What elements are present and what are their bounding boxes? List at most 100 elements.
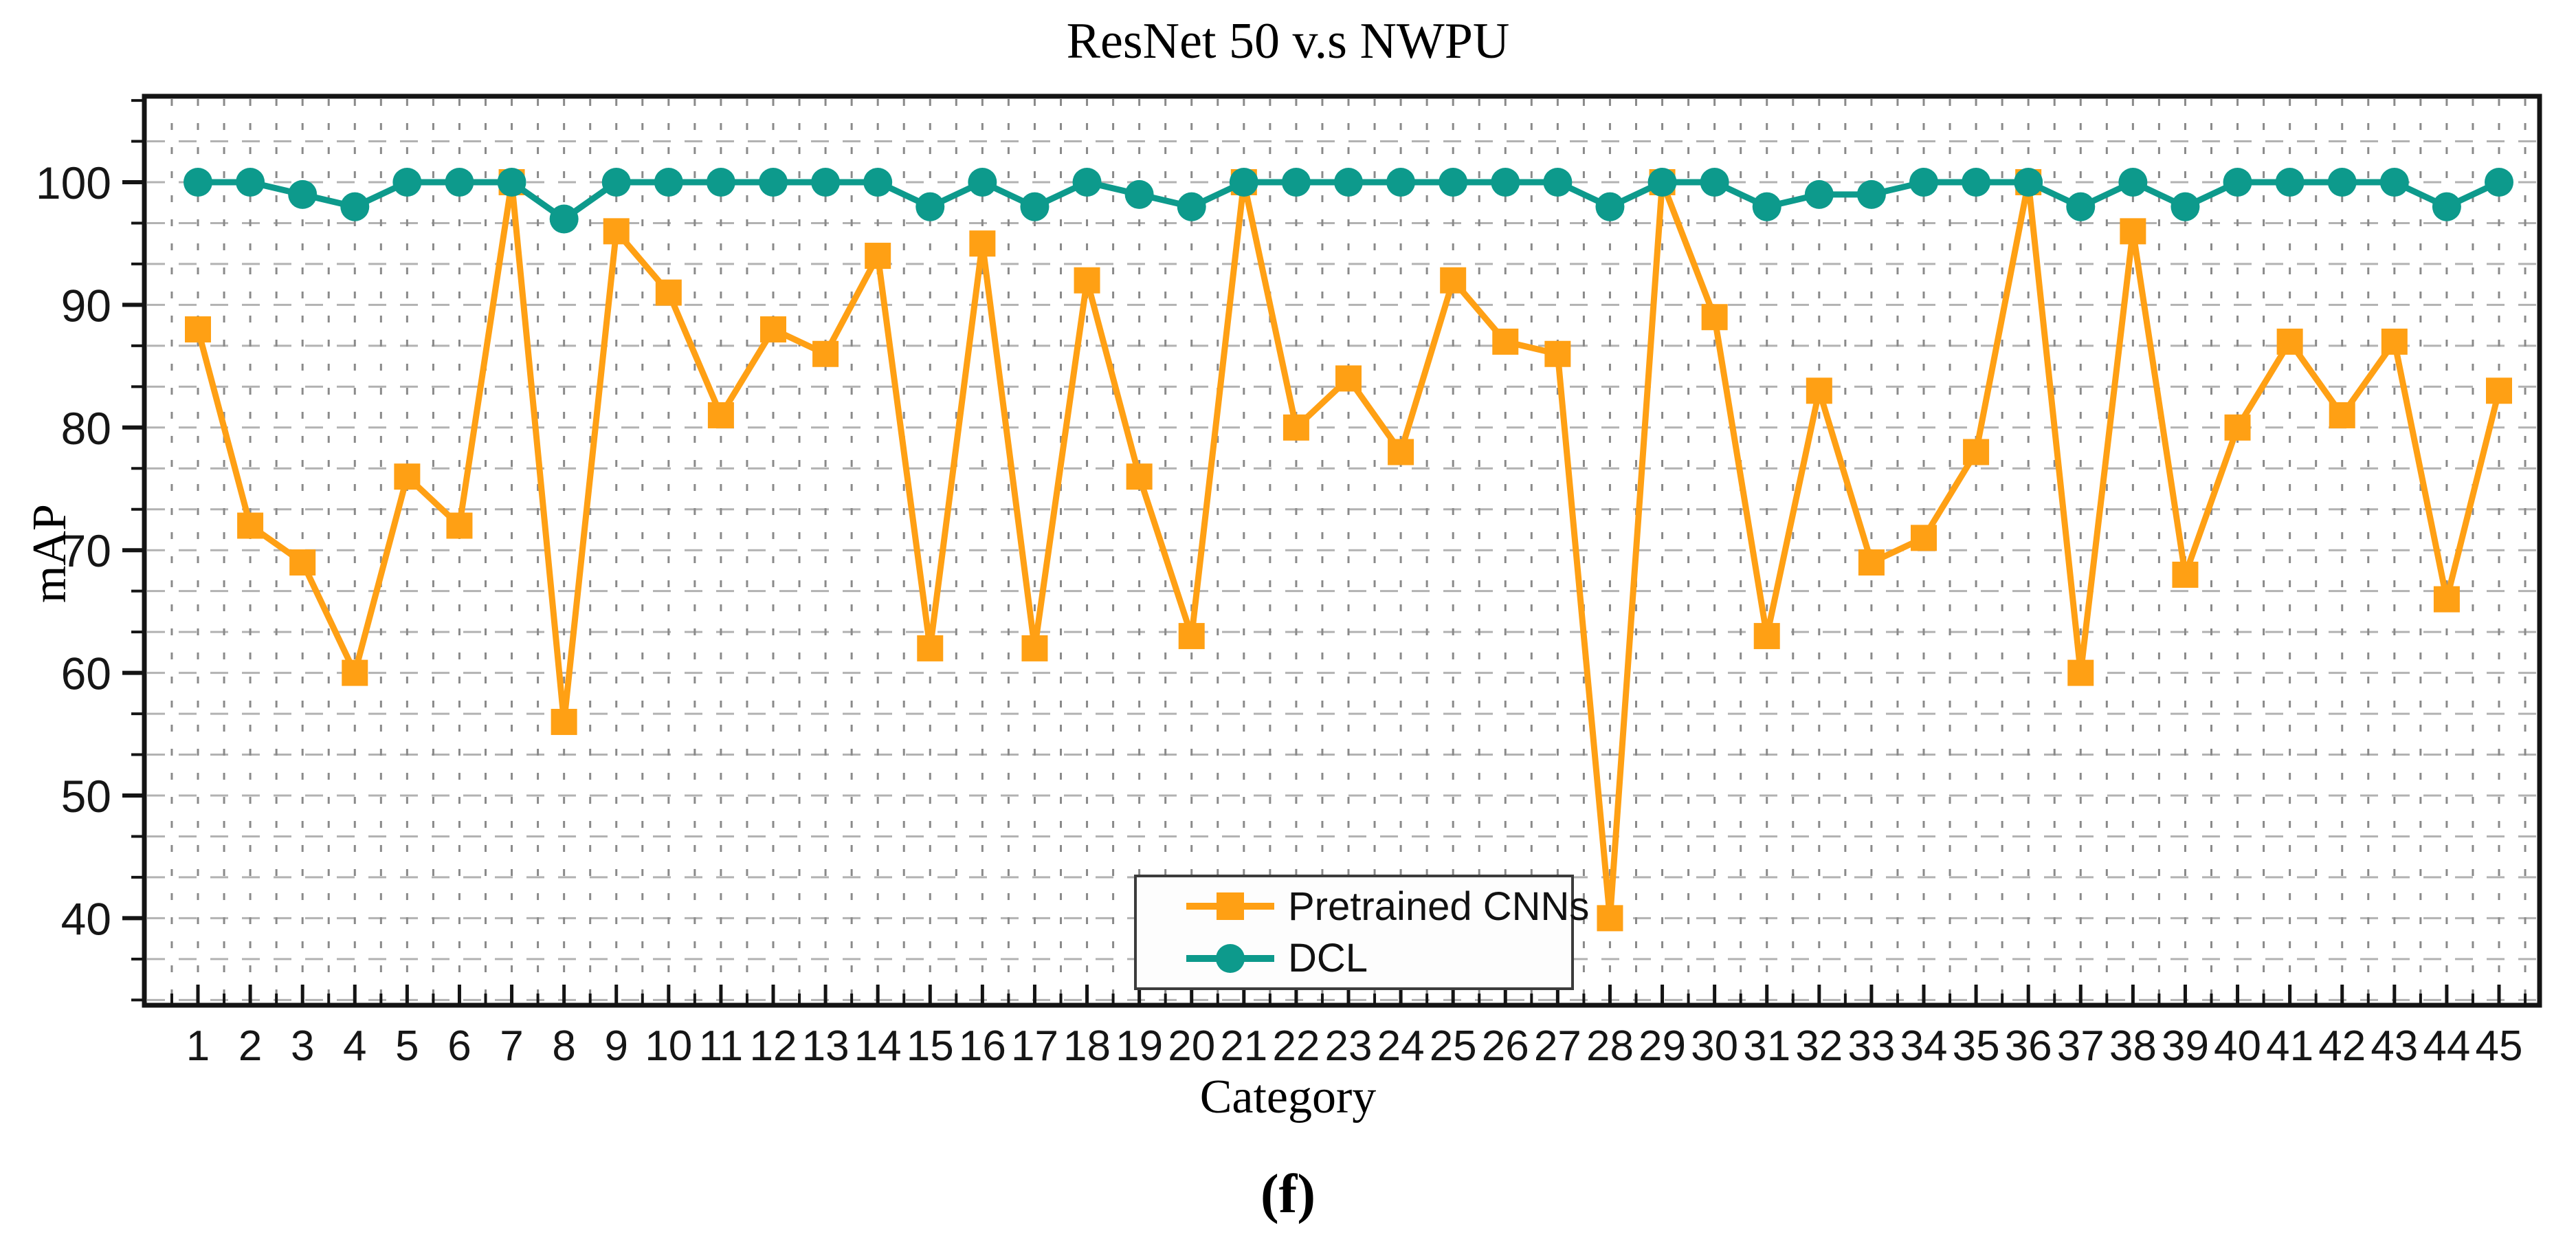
svg-text:26: 26: [1482, 1022, 1529, 1070]
svg-text:5: 5: [395, 1022, 419, 1070]
square-marker-icon: [1178, 623, 1205, 650]
svg-text:31: 31: [1743, 1022, 1790, 1070]
square-marker-icon: [969, 230, 996, 257]
circle-marker-icon: [863, 168, 893, 197]
x-axis-title: Category: [1199, 1071, 1377, 1123]
svg-text:27: 27: [1534, 1022, 1581, 1070]
circle-marker-icon: [497, 168, 526, 197]
square-marker-icon: [1701, 304, 1728, 331]
svg-text:44: 44: [2423, 1022, 2470, 1070]
svg-text:14: 14: [854, 1022, 902, 1070]
svg-text:17: 17: [1011, 1022, 1058, 1070]
svg-text:1: 1: [186, 1022, 210, 1070]
square-marker-icon: [2067, 659, 2094, 686]
square-marker-icon: [551, 708, 577, 735]
svg-text:32: 32: [1795, 1022, 1843, 1070]
square-marker-icon: [1335, 365, 1362, 392]
svg-text:45: 45: [2476, 1022, 2523, 1070]
svg-text:2: 2: [238, 1022, 262, 1070]
circle-marker-icon: [340, 192, 370, 221]
circle-marker-icon: [968, 168, 997, 197]
square-marker-icon: [655, 279, 682, 306]
square-marker-icon: [1126, 463, 1153, 490]
svg-text:50: 50: [61, 771, 111, 822]
circle-marker-icon: [236, 168, 265, 197]
square-marker-icon: [1440, 267, 1467, 294]
circle-marker-icon: [1543, 168, 1573, 197]
circle-marker-icon: [1177, 192, 1206, 221]
circle-marker-icon: [2432, 192, 2461, 221]
square-marker-icon: [1388, 439, 1414, 465]
svg-text:70: 70: [61, 525, 111, 576]
legend: Pretrained CNNs DCL: [1134, 875, 1589, 990]
square-marker-icon: [1021, 635, 1048, 661]
circle-marker-icon: [2275, 168, 2305, 197]
svg-text:42: 42: [2318, 1022, 2366, 1070]
svg-text:8: 8: [552, 1022, 575, 1070]
circle-marker-icon: [654, 168, 683, 197]
square-marker-icon: [707, 402, 734, 428]
square-marker-icon: [759, 316, 786, 343]
circle-marker-icon: [445, 168, 474, 197]
circle-marker-icon: [392, 168, 422, 197]
svg-text:19: 19: [1115, 1022, 1163, 1070]
square-marker-icon: [2329, 402, 2355, 428]
square-marker-icon: [289, 549, 316, 576]
square-marker-icon: [1806, 377, 1832, 404]
svg-text:90: 90: [61, 280, 111, 331]
circle-marker-icon: [2014, 168, 2043, 197]
svg-text:21: 21: [1220, 1022, 1267, 1070]
svg-text:7: 7: [500, 1022, 523, 1070]
svg-text:40: 40: [61, 893, 111, 944]
chart-title: ResNet 50 v.s NWPU: [1066, 13, 1510, 69]
square-marker-icon: [1217, 892, 1244, 921]
legend-item-pretrained-cnns: Pretrained CNNs: [1186, 884, 1589, 930]
legend-sample-pretrained-cnns: [1186, 890, 1274, 923]
svg-text:29: 29: [1639, 1022, 1686, 1070]
svg-text:37: 37: [2057, 1022, 2105, 1070]
svg-text:23: 23: [1325, 1022, 1373, 1070]
svg-text:28: 28: [1586, 1022, 1634, 1070]
svg-text:22: 22: [1272, 1022, 1320, 1070]
svg-text:43: 43: [2370, 1022, 2418, 1070]
svg-text:12: 12: [750, 1022, 797, 1070]
svg-text:15: 15: [907, 1022, 954, 1070]
square-marker-icon: [812, 340, 839, 367]
svg-text:4: 4: [343, 1022, 366, 1070]
square-marker-icon: [1283, 414, 1309, 441]
circle-marker-icon: [184, 168, 212, 197]
circle-marker-icon: [1333, 168, 1363, 197]
circle-marker-icon: [915, 192, 945, 221]
square-marker-icon: [185, 316, 211, 343]
square-marker-icon: [1910, 525, 1937, 551]
svg-text:38: 38: [2109, 1022, 2157, 1070]
circle-marker-icon: [2379, 168, 2409, 197]
svg-text:60: 60: [61, 648, 111, 699]
series-dcl-markers: [184, 168, 2513, 234]
y-axis-title: mAP: [23, 504, 76, 603]
svg-text:10: 10: [645, 1022, 692, 1070]
svg-text:11: 11: [699, 1022, 743, 1070]
circle-marker-icon: [1647, 168, 1677, 197]
legend-item-label: Pretrained CNNs: [1288, 884, 1590, 929]
svg-text:39: 39: [2162, 1022, 2209, 1070]
square-marker-icon: [917, 635, 944, 661]
square-marker-icon: [1753, 623, 1780, 650]
svg-text:16: 16: [959, 1022, 1006, 1070]
square-marker-icon: [1858, 549, 1885, 576]
square-marker-icon: [865, 243, 891, 270]
circle-marker-icon: [811, 168, 841, 197]
circle-marker-icon: [1439, 168, 1468, 197]
circle-marker-icon: [549, 204, 579, 234]
square-marker-icon: [342, 659, 368, 686]
circle-marker-icon: [1595, 192, 1625, 221]
figure-caption: (f): [1261, 1164, 1315, 1225]
svg-text:20: 20: [1168, 1022, 1215, 1070]
legend-item-dcl: DCL: [1186, 935, 1571, 981]
svg-text:40: 40: [2214, 1022, 2261, 1070]
square-marker-icon: [2120, 218, 2146, 245]
square-marker-icon: [603, 218, 630, 245]
square-marker-icon: [2172, 561, 2199, 588]
circle-marker-icon: [2170, 192, 2200, 221]
